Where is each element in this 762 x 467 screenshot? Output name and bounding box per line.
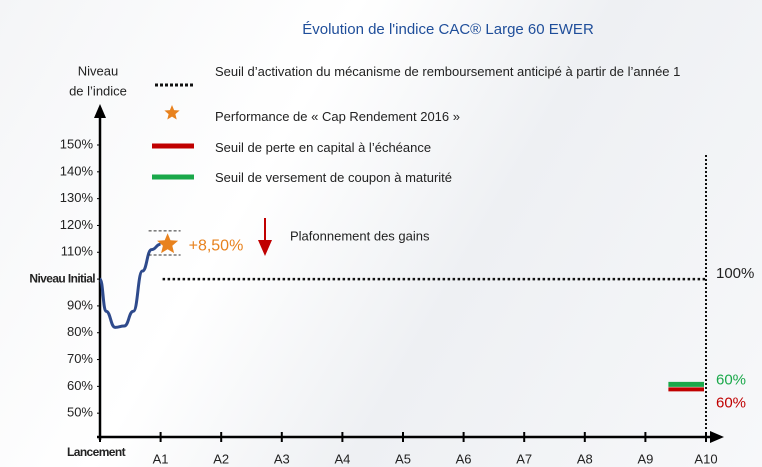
activation-label: 100% [716, 265, 754, 282]
legend-text: Seuil de versement de coupon à maturité [215, 170, 453, 185]
x-arrow [710, 431, 724, 443]
y-tick-label: 120% [60, 217, 94, 232]
loss-label: 60% [716, 394, 746, 411]
coupon-label: 60% [716, 371, 746, 388]
performance-star [157, 233, 179, 254]
chart-title: Évolution de l'indice CAC® Large 60 EWER [302, 21, 594, 38]
x-tick-label: A8 [577, 451, 593, 466]
y-tick-label: 70% [67, 351, 93, 366]
legend-text: Performance de « Cap Rendement 2016 » [215, 109, 460, 124]
y-tick-label: 50% [67, 405, 93, 420]
x-tick-label: A9 [637, 451, 653, 466]
performance-label: +8,50% [189, 237, 244, 254]
cap-label: Plafonnement des gains [290, 228, 430, 243]
y-axis-label: Niveau [78, 63, 118, 78]
legend-text: Seuil d’activation du mécanisme de rembo… [215, 64, 681, 79]
y-tick-label: 140% [60, 163, 94, 178]
cap-arrow-head [258, 240, 272, 256]
x-tick-label: A7 [516, 451, 532, 466]
x-tick-label: A10 [694, 451, 717, 466]
y-tick-label: 80% [67, 324, 93, 339]
y-tick-label: 110% [61, 244, 94, 259]
x-tick-label: A4 [334, 451, 350, 466]
y-tick-label: 90% [67, 297, 93, 312]
legend-marker [164, 105, 180, 120]
y-axis-label: de l’indice [69, 83, 127, 98]
x-tick-label: A2 [213, 451, 229, 466]
x-tick-label: A1 [153, 451, 169, 466]
y-tick-label: Niveau Initial [29, 271, 95, 285]
index-curve [98, 242, 161, 329]
y-tick-label: 130% [60, 190, 94, 205]
x-tick-label: A6 [456, 451, 472, 466]
legend-text: Seuil de perte en capital à l’échéance [215, 140, 432, 155]
y-tick-label: 150% [60, 136, 94, 151]
x-tick-label: Lancement [67, 445, 126, 459]
x-tick-label: A3 [274, 451, 290, 466]
y-tick-label: 60% [67, 378, 93, 393]
x-tick-label: A5 [395, 451, 411, 466]
y-arrow [94, 104, 106, 118]
